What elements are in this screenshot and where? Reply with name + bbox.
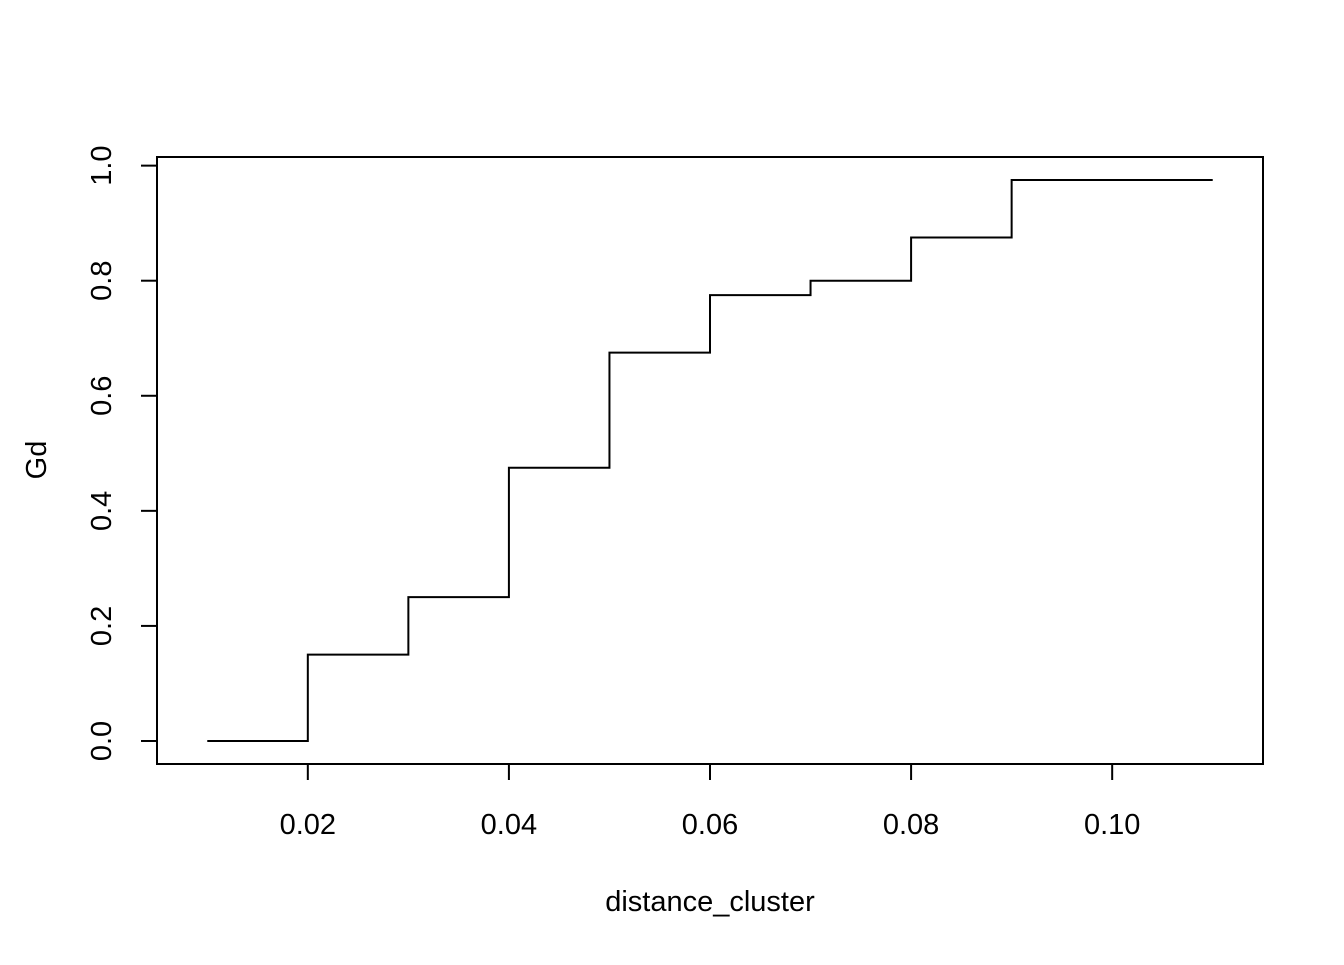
y-tick-label: 0.2 (86, 606, 118, 646)
y-tick-label: 0.8 (86, 261, 118, 301)
y-axis-title: Gd (21, 441, 53, 480)
x-axis-title: distance_cluster (605, 886, 815, 918)
y-tick-label: 0.6 (86, 376, 118, 416)
plot-frame (156, 156, 1264, 765)
x-tick-label: 0.04 (481, 809, 537, 841)
y-tick-label: 0.0 (86, 721, 118, 761)
x-tick-label: 0.02 (280, 809, 336, 841)
x-tick-label: 0.10 (1084, 809, 1140, 841)
series-layer (207, 179, 1213, 742)
step-line (207, 179, 1213, 742)
x-tick-label: 0.08 (883, 809, 939, 841)
y-tick-label: 0.4 (86, 491, 118, 531)
axes: 0.02 0.04 0.06 0.08 0.10 0.0 0.2 0.4 0.6 0.8 1.0 (86, 145, 1264, 841)
x-tick-label: 0.06 (682, 809, 738, 841)
y-tick-label: 1.0 (86, 145, 118, 185)
